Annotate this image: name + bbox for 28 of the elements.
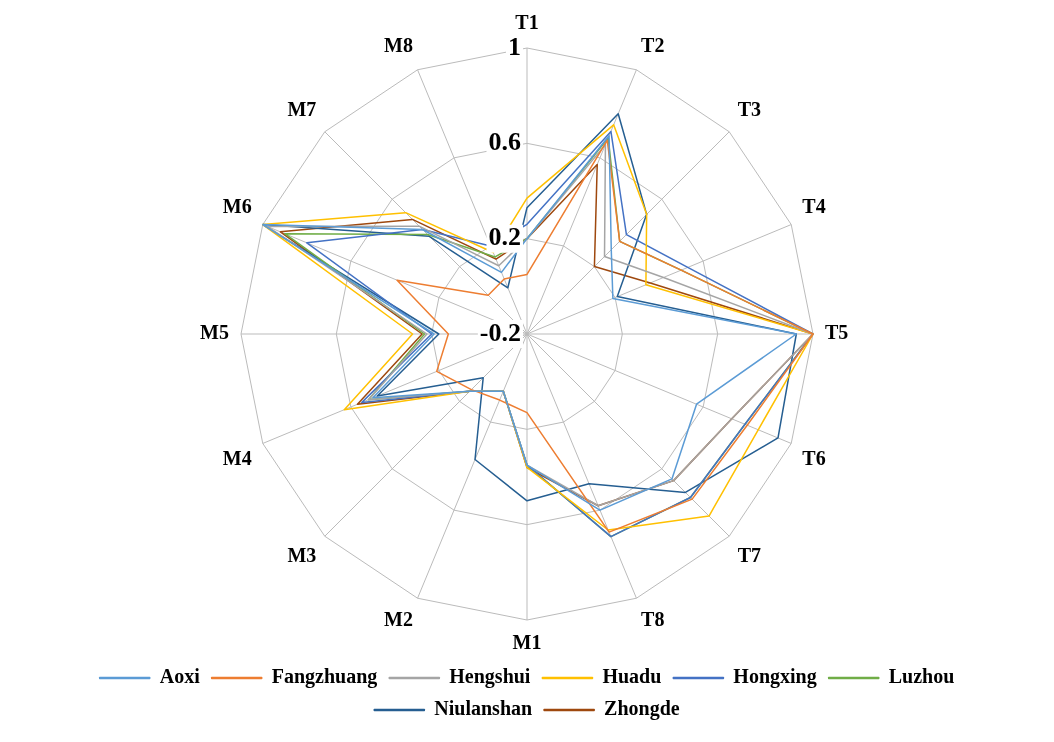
spoke-label: T8: [641, 608, 665, 631]
legend-label: Fangzhuang: [271, 665, 378, 689]
legend-label: Luzhou: [888, 665, 955, 688]
spoke-label: M7: [287, 98, 317, 121]
legend-label: Zhongde: [604, 697, 680, 721]
spoke-label: M2: [384, 608, 413, 631]
y-tick-label: -0.2: [479, 317, 522, 347]
y-tick-label: 0.2: [488, 222, 521, 252]
legend-label: Hengshui: [449, 665, 531, 689]
spoke-label: M8: [384, 33, 413, 56]
legend-label: Huadu: [602, 665, 662, 688]
spoke-label: M6: [222, 195, 252, 218]
spoke-label: M3: [287, 543, 317, 566]
spoke-label: T1: [515, 11, 539, 34]
spoke-label: M4: [222, 447, 252, 470]
spoke-label: T6: [802, 447, 826, 470]
spoke-label: T4: [802, 195, 826, 218]
spoke-label: M1: [512, 631, 542, 654]
y-tick-label: 0.6: [488, 127, 521, 157]
spoke-label: T7: [737, 543, 762, 566]
legend-label: Aoxi: [159, 665, 201, 688]
spoke-label: T3: [737, 98, 762, 121]
legend-label: Hongxing: [733, 665, 817, 689]
spoke-label: T5: [825, 321, 849, 344]
legend-label: Niulanshan: [434, 697, 533, 720]
spoke-label: T2: [641, 33, 665, 56]
y-tick-label: 1: [508, 31, 521, 61]
spoke-label: M5: [200, 321, 229, 344]
